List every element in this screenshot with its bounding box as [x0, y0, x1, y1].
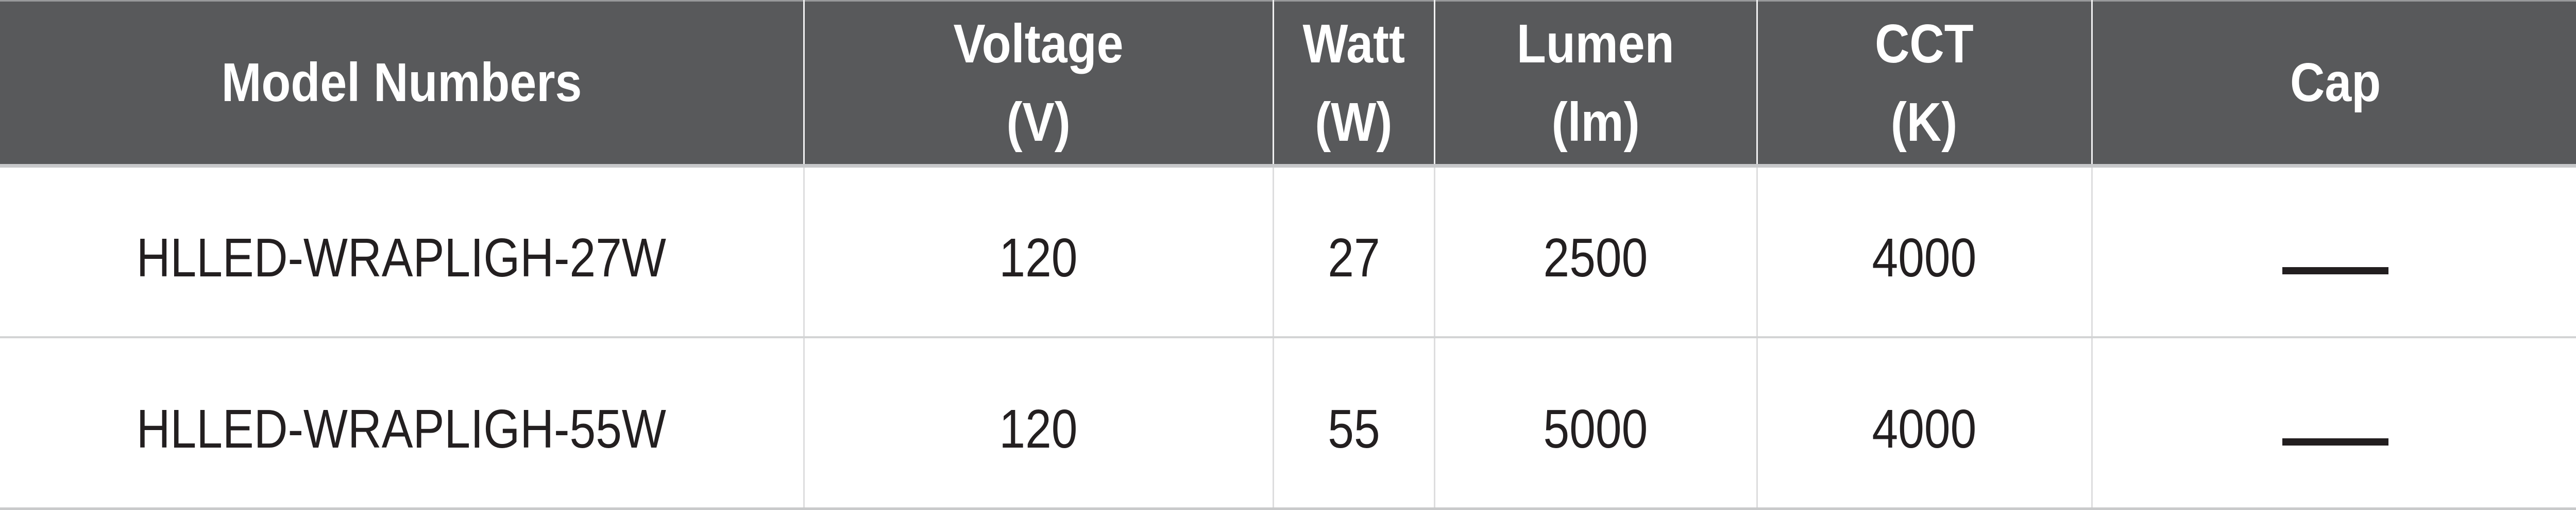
- header-row: Model Numbers Voltage (V) Watt (W) Lumen…: [0, 1, 2576, 168]
- table-body: HLLED-WRAPLIGH-27W 120 27 2500 4000 — 60…: [0, 166, 2576, 509]
- cell-watt: 27: [1273, 166, 1435, 338]
- cell-lumen: 2500: [1434, 166, 1758, 338]
- col-header-watt: Watt (W): [1273, 1, 1435, 168]
- col-header-voltage-unit: (V): [1006, 91, 1071, 153]
- col-header-cct-label: CCT: [1875, 13, 1974, 74]
- cell-voltage: 120: [804, 166, 1274, 338]
- col-header-cap: Cap: [2092, 1, 2576, 168]
- col-header-cct-unit: (K): [1891, 91, 1958, 153]
- col-header-model-label: Model Numbers: [221, 52, 582, 113]
- cap-dash: —: [2282, 438, 2388, 446]
- cell-lumen: 5000: [1434, 337, 1758, 509]
- cell-model: HLLED-WRAPLIGH-55W: [0, 337, 805, 509]
- col-header-lumen-label: Lumen: [1517, 13, 1674, 74]
- cell-cap: —: [2092, 166, 2576, 338]
- cap-dash: —: [2282, 267, 2388, 274]
- col-header-watt-unit: (W): [1315, 91, 1393, 153]
- table-row: HLLED-WRAPLIGH-27W 120 27 2500 4000 — 60…: [0, 166, 2576, 338]
- col-header-voltage-label: Voltage: [953, 13, 1124, 74]
- col-header-model: Model Numbers: [0, 1, 805, 168]
- cell-voltage: 120: [804, 337, 1274, 509]
- cell-cap: —: [2092, 337, 2576, 509]
- col-header-cap-label: Cap: [2290, 52, 2381, 113]
- cell-watt: 55: [1273, 337, 1435, 509]
- cell-cct: 4000: [1757, 337, 2093, 509]
- cell-model: HLLED-WRAPLIGH-27W: [0, 166, 805, 338]
- table-row: HLLED-WRAPLIGH-55W 120 55 5000 4000 — 91…: [0, 337, 2576, 509]
- col-header-lumen: Lumen (lm): [1434, 1, 1758, 168]
- cell-cct: 4000: [1757, 166, 2093, 338]
- col-header-cct: CCT (K): [1757, 1, 2093, 168]
- col-header-lumen-unit: (lm): [1551, 91, 1640, 153]
- col-header-voltage: Voltage (V): [804, 1, 1274, 168]
- table-header: Model Numbers Voltage (V) Watt (W) Lumen…: [0, 1, 2576, 168]
- col-header-watt-label: Watt: [1302, 13, 1405, 74]
